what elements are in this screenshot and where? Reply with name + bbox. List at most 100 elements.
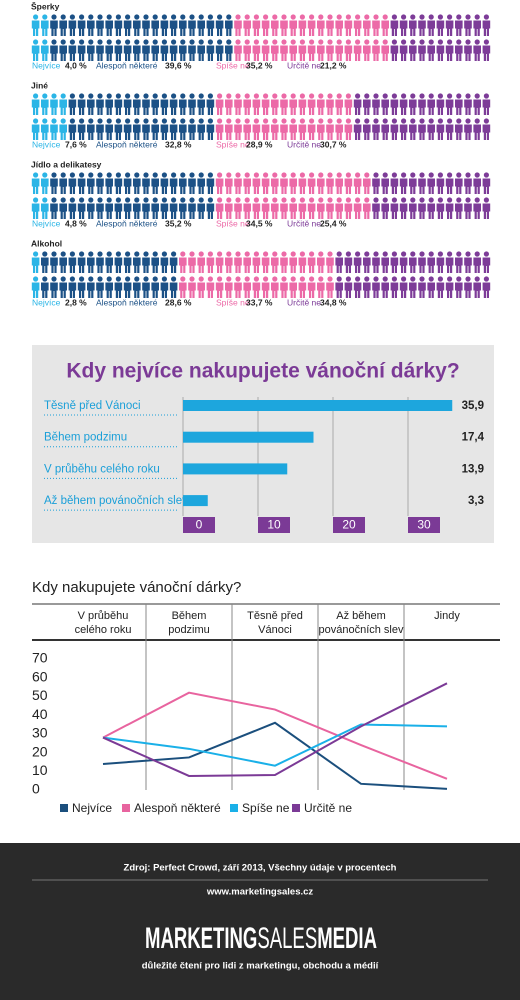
source: Zdroj: Perfect Crowd, září 2013, Všechny… xyxy=(124,863,397,874)
person-icon xyxy=(151,14,159,36)
value-label: 34,5 % xyxy=(246,218,273,228)
legend-label: Určitě ne xyxy=(287,139,321,149)
person-icon xyxy=(418,93,426,115)
person-icon xyxy=(326,93,334,115)
tick-box xyxy=(183,517,215,533)
person-icon xyxy=(445,251,454,273)
person-icon xyxy=(270,276,279,298)
logo-part: SALES xyxy=(257,922,317,955)
person-icon xyxy=(59,276,67,298)
person-icon xyxy=(473,14,481,36)
person-icon xyxy=(307,118,316,140)
person-icon xyxy=(473,93,481,115)
person-icon xyxy=(482,276,491,298)
person-icon xyxy=(326,276,334,298)
value-label: 13,9 xyxy=(462,463,484,475)
person-icon xyxy=(160,93,169,115)
person-icon xyxy=(243,276,251,298)
person-icon xyxy=(215,118,224,140)
person-icon xyxy=(408,276,417,298)
person-icon xyxy=(68,251,77,273)
legend-label: Nejvíce xyxy=(32,60,61,70)
person-icon xyxy=(261,118,270,140)
person-icon xyxy=(454,251,463,273)
value-label: 35,2 % xyxy=(165,218,192,228)
person-icon xyxy=(96,276,104,298)
person-icon xyxy=(40,14,49,36)
person-icon xyxy=(408,14,417,36)
series-line xyxy=(102,721,448,790)
person-icon xyxy=(252,276,261,298)
person-icon xyxy=(179,39,187,61)
group-title: Alkohol xyxy=(31,238,62,248)
value-label: 35,9 xyxy=(462,400,484,412)
person-icon xyxy=(326,172,334,194)
person-icon xyxy=(362,251,371,273)
person-icon xyxy=(87,39,95,61)
person-icon xyxy=(206,251,215,273)
person-icon xyxy=(298,172,307,194)
icon-segment xyxy=(353,93,491,140)
person-icon xyxy=(169,118,178,140)
person-icon xyxy=(436,93,445,115)
y-tick-label: 0 xyxy=(32,781,40,797)
person-icon xyxy=(197,251,205,273)
legend-label: Spíše ne xyxy=(242,801,290,815)
person-icon xyxy=(261,14,270,36)
person-icon xyxy=(381,93,389,115)
person-icon xyxy=(206,93,215,115)
person-icon xyxy=(243,197,251,219)
person-icon xyxy=(151,93,159,115)
person-icon xyxy=(50,39,58,61)
person-icon xyxy=(197,39,205,61)
person-icon xyxy=(353,276,362,298)
person-icon xyxy=(399,118,408,140)
person-icon xyxy=(280,39,288,61)
person-icon xyxy=(215,39,224,61)
person-icon xyxy=(335,172,343,194)
person-icon xyxy=(160,14,169,36)
person-icon xyxy=(160,39,169,61)
person-icon xyxy=(261,197,270,219)
person-icon xyxy=(316,118,325,140)
person-icon xyxy=(298,118,307,140)
person-icon xyxy=(142,118,150,140)
person-icon xyxy=(40,276,49,298)
person-icon xyxy=(206,39,215,61)
person-icon xyxy=(169,276,178,298)
category-label: Až během povánočních slev xyxy=(44,495,188,507)
person-icon xyxy=(160,172,169,194)
x-tick-label: 20 xyxy=(342,518,356,532)
person-icon xyxy=(399,251,408,273)
person-icon xyxy=(252,172,261,194)
person-icon xyxy=(326,251,334,273)
person-icon xyxy=(418,197,426,219)
bar xyxy=(183,495,208,507)
person-icon xyxy=(362,118,371,140)
person-icon xyxy=(160,197,169,219)
group-title: Jiné xyxy=(31,80,48,90)
person-icon xyxy=(473,39,481,61)
person-icon xyxy=(427,276,435,298)
person-icon xyxy=(234,172,242,194)
person-icon xyxy=(31,251,40,273)
person-icon xyxy=(197,197,205,219)
icon-segment xyxy=(215,93,353,140)
person-icon xyxy=(105,118,113,140)
person-icon xyxy=(418,39,426,61)
value-label: 21,2 % xyxy=(320,60,347,70)
person-icon xyxy=(390,93,399,115)
person-icon xyxy=(344,93,353,115)
bar-title: Kdy nejvíce nakupujete vánoční dárky? xyxy=(66,360,459,383)
person-icon xyxy=(197,276,205,298)
person-icon xyxy=(289,118,297,140)
person-icon xyxy=(464,276,472,298)
icon-segment xyxy=(40,251,178,298)
legend-swatch xyxy=(230,804,238,812)
value-label: 7,6 % xyxy=(65,139,87,149)
icon-segment xyxy=(31,93,67,140)
person-icon xyxy=(151,197,159,219)
person-icon xyxy=(326,39,334,61)
person-icon xyxy=(50,172,58,194)
person-icon xyxy=(261,251,270,273)
